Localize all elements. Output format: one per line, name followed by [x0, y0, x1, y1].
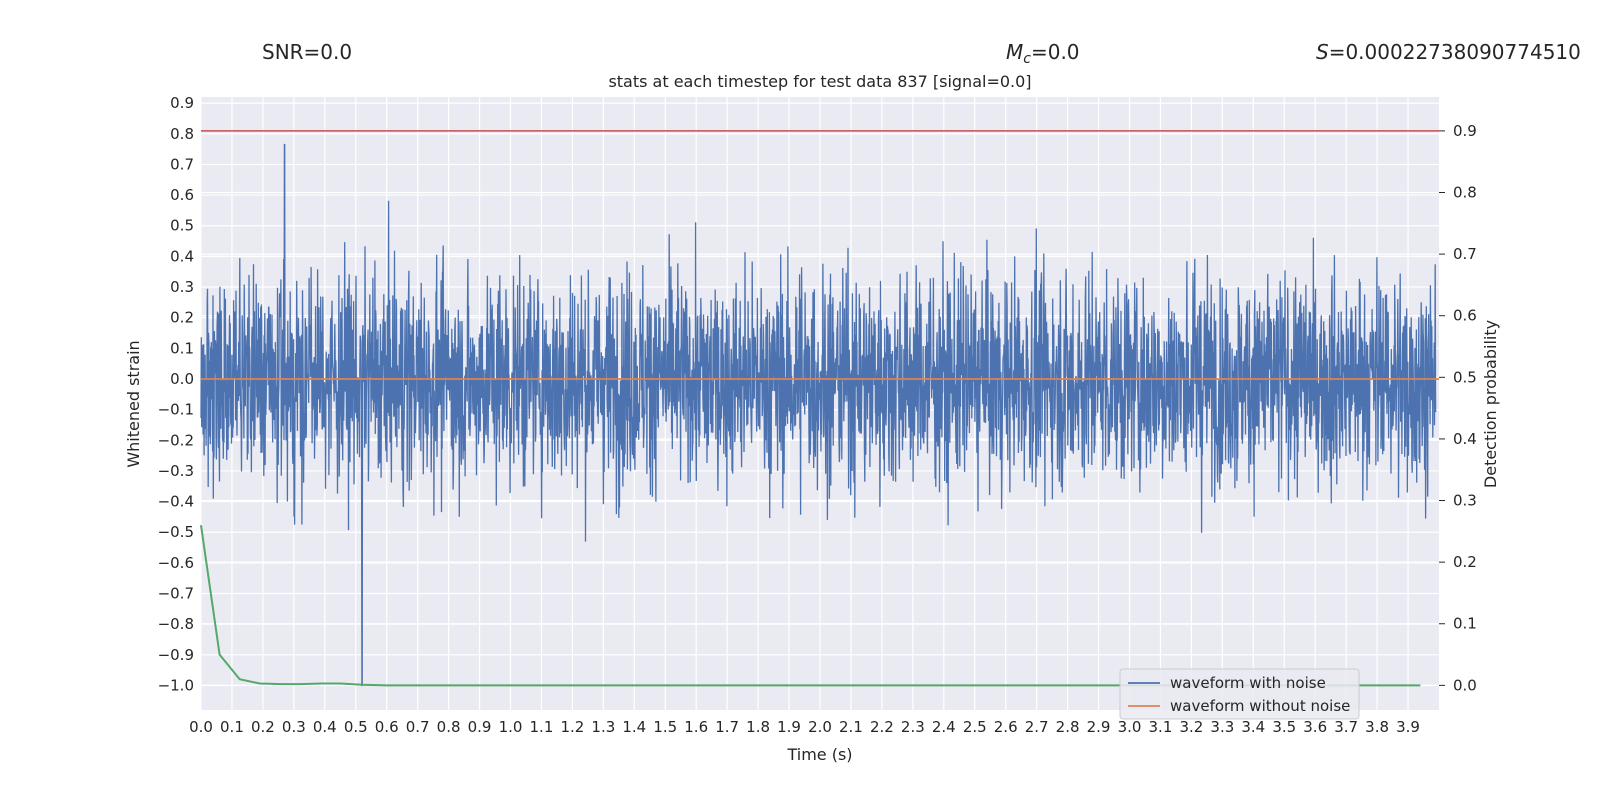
y-right-tick-label: 0.5: [1453, 368, 1477, 386]
s-statistic-value: =0.00022738090774510: [1328, 40, 1581, 64]
chirp-mass-symbol: M: [1006, 40, 1024, 64]
snr-header: SNR=0.0: [262, 40, 353, 64]
y-axis-left-label: Whitened strain: [124, 340, 143, 467]
x-tick-label: 3.3: [1210, 718, 1234, 736]
x-tick-label: 1.2: [560, 718, 584, 736]
x-tick-label: 2.1: [839, 718, 863, 736]
y-left-tick-label: 0.1: [170, 339, 194, 357]
x-tick-label: 1.3: [591, 718, 615, 736]
x-tick-label: 0.1: [220, 718, 244, 736]
legend-label-noise: waveform with noise: [1170, 674, 1326, 692]
x-tick-label: 0.9: [468, 718, 492, 736]
y-left-tick-label: 0.4: [170, 247, 194, 265]
x-tick-label: 1.0: [499, 718, 523, 736]
x-tick-label: 2.4: [932, 718, 956, 736]
y-left-tick-label: −0.1: [158, 401, 194, 419]
x-tick-label: 1.1: [530, 718, 554, 736]
x-tick-label: 3.5: [1272, 718, 1296, 736]
y-right-tick-label: 0.2: [1453, 553, 1477, 571]
x-tick-label: 3.8: [1365, 718, 1389, 736]
y-left-tick-label: −0.8: [158, 615, 194, 633]
x-tick-label: 3.4: [1241, 718, 1265, 736]
x-tick-label: 2.7: [1025, 718, 1049, 736]
y-left-tick-label: 0.3: [170, 278, 194, 296]
y-left-tick-label: 0.2: [170, 309, 194, 327]
y-right-tick-label: 0.8: [1453, 183, 1477, 201]
y-left-tick-label: 0.7: [170, 155, 194, 173]
x-tick-label: 2.3: [901, 718, 925, 736]
y-left-tick-label: 0.8: [170, 125, 194, 143]
x-tick-label: 2.6: [994, 718, 1018, 736]
y-left-tick-label: −0.7: [158, 585, 194, 603]
x-tick-label: 0.0: [189, 718, 213, 736]
x-tick-label: 0.6: [375, 718, 399, 736]
x-tick-label: 1.6: [684, 718, 708, 736]
x-tick-label: 0.2: [251, 718, 275, 736]
x-tick-label: 2.9: [1087, 718, 1111, 736]
y-left-tick-label: −0.3: [158, 462, 194, 480]
x-tick-label: 3.7: [1334, 718, 1358, 736]
y-right-tick-label: 0.6: [1453, 307, 1477, 325]
x-tick-label: 3.0: [1118, 718, 1142, 736]
series-detection-probability: [200, 525, 1421, 687]
series-waveform-with-noise: [200, 143, 1437, 687]
s-statistic-header: S=0.00022738090774510: [1316, 40, 1600, 64]
y-right-tick-label: 0.4: [1453, 430, 1477, 448]
y-right-tick-label: 0.3: [1453, 492, 1477, 510]
y-right-tick-label: 0.9: [1453, 122, 1477, 140]
x-tick-label: 0.8: [437, 718, 461, 736]
y-left-tick-label: 0.5: [170, 217, 194, 235]
y-left-tick-label: −0.9: [158, 646, 194, 664]
x-tick-label: 0.3: [282, 718, 306, 736]
x-tick-label: 1.7: [715, 718, 739, 736]
legend-label-clean: waveform without noise: [1170, 697, 1350, 715]
y-left-tick-label: 0.0: [170, 370, 194, 388]
y-left-tick-label: −0.5: [158, 523, 194, 541]
x-tick-label: 1.9: [777, 718, 801, 736]
legend-box: [1119, 668, 1360, 720]
chirp-mass-subscript: c: [1023, 51, 1031, 67]
chirp-mass-header: Mc=0.0: [1006, 40, 1080, 67]
x-tick-label: 2.0: [808, 718, 832, 736]
tick-labels: 0.9 0.8 0.7 0.6 0.5 0.4 0.3 0.2 0.1 0.0 −0.1 −0.2 −0…: [158, 94, 1477, 736]
x-tick-label: 3.6: [1303, 718, 1327, 736]
y-left-tick-label: 0.6: [170, 186, 194, 204]
y-left-tick-label: −0.6: [158, 554, 194, 572]
y-right-tick-label: 0.1: [1453, 615, 1477, 633]
y-left-tick-label: 0.9: [170, 94, 194, 112]
x-tick-label: 3.1: [1149, 718, 1173, 736]
x-tick-label: 0.5: [344, 718, 368, 736]
y-left-tick-label: −1.0: [158, 676, 194, 694]
x-tick-label: 1.4: [622, 718, 646, 736]
chart-title: stats at each timestep for test data 837…: [608, 72, 1031, 91]
legend: waveform with noise waveform without noi…: [1119, 668, 1360, 720]
x-axis-label: Time (s): [786, 745, 852, 764]
chirp-mass-value: =0.0: [1030, 40, 1080, 64]
x-tick-label: 2.2: [870, 718, 894, 736]
y-right-tick-label: 0.7: [1453, 245, 1477, 263]
y-axis-right-label: Detection probability: [1481, 320, 1500, 488]
x-tick-label: 0.7: [406, 718, 430, 736]
s-statistic-symbol: S: [1316, 40, 1329, 64]
x-tick-label: 3.2: [1179, 718, 1203, 736]
plot-series: [200, 130, 1439, 687]
y-left-tick-label: −0.4: [158, 493, 194, 511]
x-tick-label: 3.9: [1396, 718, 1420, 736]
x-tick-label: 2.5: [963, 718, 987, 736]
x-tick-label: 0.4: [313, 718, 337, 736]
y-right-tick-label: 0.0: [1453, 676, 1477, 694]
x-tick-label: 2.8: [1056, 718, 1080, 736]
x-tick-label: 1.5: [653, 718, 677, 736]
x-tick-label: 1.8: [746, 718, 770, 736]
y-left-tick-label: −0.2: [158, 431, 194, 449]
